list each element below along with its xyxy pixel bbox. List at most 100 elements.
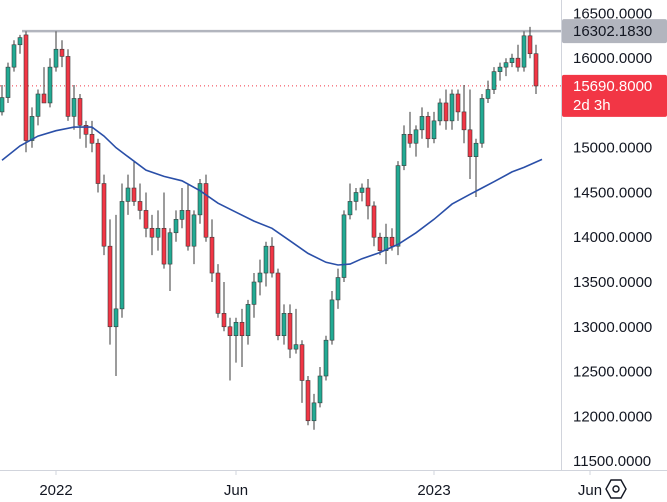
candle[interactable] — [119, 183, 125, 318]
settings-hex-icon[interactable] — [604, 478, 628, 500]
candle[interactable] — [341, 210, 347, 282]
candle[interactable] — [245, 299, 251, 345]
candle[interactable] — [461, 85, 467, 144]
candle[interactable] — [437, 98, 443, 126]
candle[interactable] — [107, 219, 113, 345]
candle[interactable] — [257, 259, 263, 296]
candle[interactable] — [215, 264, 221, 318]
candle[interactable] — [479, 94, 485, 148]
candle[interactable] — [131, 161, 137, 206]
candle[interactable] — [179, 188, 185, 229]
candle[interactable] — [443, 89, 449, 130]
candle[interactable] — [281, 304, 287, 345]
candle[interactable] — [359, 183, 365, 202]
candle[interactable] — [431, 111, 437, 144]
candle[interactable] — [113, 214, 119, 376]
candle[interactable] — [263, 241, 269, 287]
candle[interactable] — [395, 161, 401, 256]
candle[interactable] — [329, 290, 335, 345]
candle[interactable] — [233, 317, 239, 363]
candle[interactable] — [419, 107, 425, 139]
candle[interactable] — [317, 367, 323, 408]
time-axis[interactable]: 2022 Jun 2023 Jun — [39, 470, 602, 499]
candle[interactable] — [173, 210, 179, 242]
candle[interactable] — [269, 237, 275, 278]
moving-average-line[interactable] — [1, 126, 543, 266]
candle[interactable] — [155, 210, 161, 251]
candle[interactable] — [11, 40, 17, 72]
candle[interactable] — [65, 49, 71, 121]
candle[interactable] — [371, 201, 377, 247]
candle-body — [497, 66, 503, 72]
candle[interactable] — [83, 120, 89, 148]
candle[interactable] — [0, 85, 5, 116]
candle[interactable] — [125, 174, 131, 215]
candle[interactable] — [23, 31, 29, 153]
candle[interactable] — [29, 107, 35, 148]
candle[interactable] — [311, 393, 317, 430]
candle[interactable] — [89, 120, 95, 153]
candle-body — [389, 236, 395, 247]
candle[interactable] — [95, 138, 101, 193]
candle[interactable] — [185, 183, 191, 251]
candle[interactable] — [77, 94, 83, 139]
candle[interactable] — [275, 268, 281, 341]
candle[interactable] — [209, 219, 215, 282]
candle-body — [257, 272, 263, 283]
candle[interactable] — [17, 34, 23, 54]
candle[interactable] — [203, 174, 209, 242]
candle[interactable] — [287, 304, 293, 359]
candle[interactable] — [407, 111, 413, 148]
candle[interactable] — [143, 192, 149, 238]
candle[interactable] — [533, 44, 539, 94]
candle[interactable] — [425, 111, 431, 148]
price-axis[interactable]: 16500.000016000.000015500.000015000.0000… — [573, 5, 652, 470]
current-price-tag[interactable]: 15690.8000 2d 3h — [562, 74, 667, 117]
candle[interactable] — [413, 125, 419, 157]
candle[interactable] — [227, 317, 233, 381]
candle[interactable] — [47, 58, 53, 108]
candle[interactable] — [299, 340, 305, 403]
candle[interactable] — [5, 62, 11, 103]
candle[interactable] — [197, 179, 203, 224]
candle[interactable] — [323, 335, 329, 381]
candle[interactable] — [467, 89, 473, 180]
candle[interactable] — [239, 308, 245, 368]
candle[interactable] — [365, 179, 371, 220]
candle[interactable] — [71, 85, 77, 130]
candle[interactable] — [449, 89, 455, 130]
candle[interactable] — [251, 273, 257, 318]
candle[interactable] — [497, 62, 503, 81]
candle-body — [101, 183, 107, 247]
candle[interactable] — [491, 67, 497, 94]
candle[interactable] — [53, 31, 59, 72]
candle[interactable] — [503, 58, 509, 77]
candle[interactable] — [515, 44, 521, 72]
candle[interactable] — [221, 282, 227, 332]
candle[interactable] — [401, 125, 407, 171]
candle[interactable] — [191, 210, 197, 265]
candle[interactable] — [521, 31, 527, 72]
candle[interactable] — [473, 138, 479, 197]
candle[interactable] — [509, 53, 515, 68]
candle[interactable] — [137, 183, 143, 220]
candle[interactable] — [101, 174, 107, 256]
candle[interactable] — [305, 376, 311, 426]
candle[interactable] — [383, 223, 389, 265]
candle[interactable] — [485, 80, 491, 103]
candle[interactable] — [167, 228, 173, 291]
candle[interactable] — [59, 40, 65, 68]
candle[interactable] — [347, 183, 353, 220]
candle[interactable] — [335, 268, 341, 309]
resistance-price-tag[interactable]: 16302.1830 — [562, 19, 667, 44]
candle[interactable] — [35, 89, 41, 126]
candle[interactable] — [353, 188, 359, 211]
candle[interactable] — [527, 26, 533, 59]
candle[interactable] — [41, 67, 47, 104]
candle[interactable] — [377, 232, 383, 256]
candle[interactable] — [455, 89, 461, 121]
candle[interactable] — [293, 308, 299, 354]
candle[interactable] — [161, 192, 167, 269]
candle[interactable] — [149, 214, 155, 256]
